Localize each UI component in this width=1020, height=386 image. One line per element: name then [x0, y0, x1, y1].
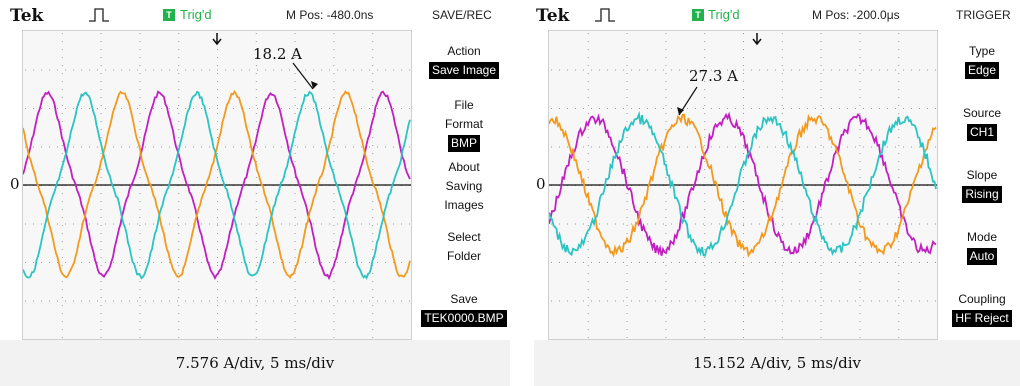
trace-phase-c: [23, 90, 411, 280]
top-status-bar: Tek T Trig'd M Pos: -480.0ns SAVE/REC: [0, 0, 510, 30]
brand-logo: Tek: [536, 6, 570, 26]
scope-left: Tek T Trig'd M Pos: -480.0ns SAVE/REC 18…: [0, 0, 510, 386]
waveform-plot: 27.3 A: [549, 33, 937, 338]
side-menu: Type Edge Source CH1 Slope Rising Mode A…: [944, 30, 1020, 340]
top-status-bar: Tek T Trig'd M Pos: -200.0μs TRIGGER: [534, 0, 1020, 30]
side-menu: Action Save Image File Format BMP About …: [418, 30, 510, 340]
annotation-label: 18.2 A: [253, 45, 302, 63]
trigger-status: Trig'd: [708, 7, 740, 22]
trigger-icon: T: [163, 9, 175, 21]
annotation-label: 27.3 A: [689, 67, 738, 85]
trigger-status: Trig'd: [180, 7, 212, 22]
zero-label: 0: [10, 175, 20, 193]
trace-phase-b: [23, 89, 411, 280]
m-pos-readout: M Pos: -200.0μs: [812, 8, 900, 22]
menu-mode[interactable]: Mode Auto: [966, 230, 998, 265]
trace-phase-a: [23, 90, 411, 281]
annotation-arrowhead: [677, 107, 684, 115]
menu-title: SAVE/REC: [432, 8, 492, 22]
pulse-icon: [89, 8, 109, 22]
scope-right: Tek T Trig'd M Pos: -200.0μs TRIGGER 27.…: [534, 0, 1020, 386]
waveform-display: 18.2 A: [22, 30, 412, 340]
annotation-arrow-icon: [292, 62, 314, 90]
menu-type[interactable]: Type Edge: [944, 42, 1020, 80]
brand-logo: Tek: [10, 6, 44, 26]
trigger-icon: T: [692, 9, 704, 21]
menu-file-format[interactable]: File Format BMP: [444, 98, 483, 152]
menu-title: TRIGGER: [956, 8, 1011, 22]
trigger-marker-icon: [212, 33, 222, 46]
menu-source[interactable]: Source CH1: [962, 106, 1002, 141]
trace-phase-c: [549, 110, 937, 257]
waveform-display: 27.3 A: [548, 30, 938, 340]
scale-footer: 15.152 A/div, 5 ms/div: [534, 340, 1020, 386]
menu-coupling[interactable]: Coupling HF Reject: [944, 290, 1020, 328]
annotation-arrowhead: [311, 81, 318, 89]
menu-save[interactable]: Save TEK0000.BMP: [418, 290, 510, 328]
menu-slope[interactable]: Slope Rising: [944, 166, 1020, 204]
scale-footer: 7.576 A/div, 5 ms/div: [0, 340, 510, 386]
trace-phase-a: [549, 111, 937, 256]
menu-about-saving[interactable]: About Saving Images: [444, 160, 484, 212]
m-pos-readout: M Pos: -480.0ns: [286, 8, 374, 22]
pulse-icon: [595, 8, 615, 22]
waveform-plot: 18.2 A: [23, 33, 411, 338]
menu-action[interactable]: Action Save Image: [418, 42, 510, 80]
menu-select-folder[interactable]: Select Folder: [446, 230, 481, 263]
zero-label: 0: [536, 175, 546, 193]
trigger-marker-icon: [752, 33, 762, 46]
trace-phase-b: [549, 113, 937, 258]
